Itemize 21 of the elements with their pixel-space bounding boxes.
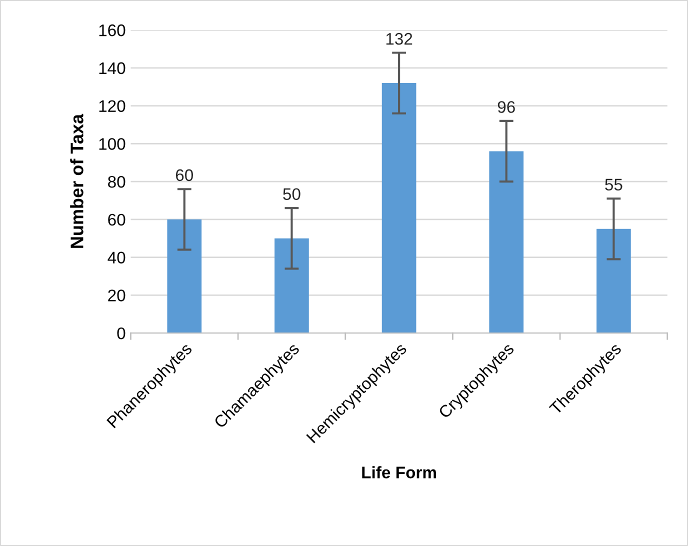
data-label: 96	[498, 101, 515, 113]
y-tick-label: 120	[99, 100, 126, 112]
bar	[489, 151, 524, 334]
data-label: 132	[386, 32, 412, 45]
y-tick-label: 0	[117, 327, 126, 340]
bar	[274, 238, 309, 334]
y-tick-label: 40	[108, 252, 126, 264]
y-tick-label: 160	[99, 24, 126, 36]
y-tick-label: 80	[108, 176, 126, 188]
y-tick-label: 20	[108, 290, 126, 302]
bar	[596, 228, 631, 334]
y-tick-label: 140	[99, 62, 126, 74]
data-label: 55	[605, 178, 622, 191]
y-tick-label: 100	[99, 138, 126, 150]
y-tick-label: 60	[108, 214, 126, 226]
y-axis-title: Number of Taxa	[70, 114, 84, 248]
bar	[382, 83, 416, 334]
data-label: 60	[176, 169, 193, 182]
bar	[167, 219, 202, 334]
x-axis-title: Life Form	[362, 466, 436, 478]
data-label: 50	[283, 188, 300, 200]
